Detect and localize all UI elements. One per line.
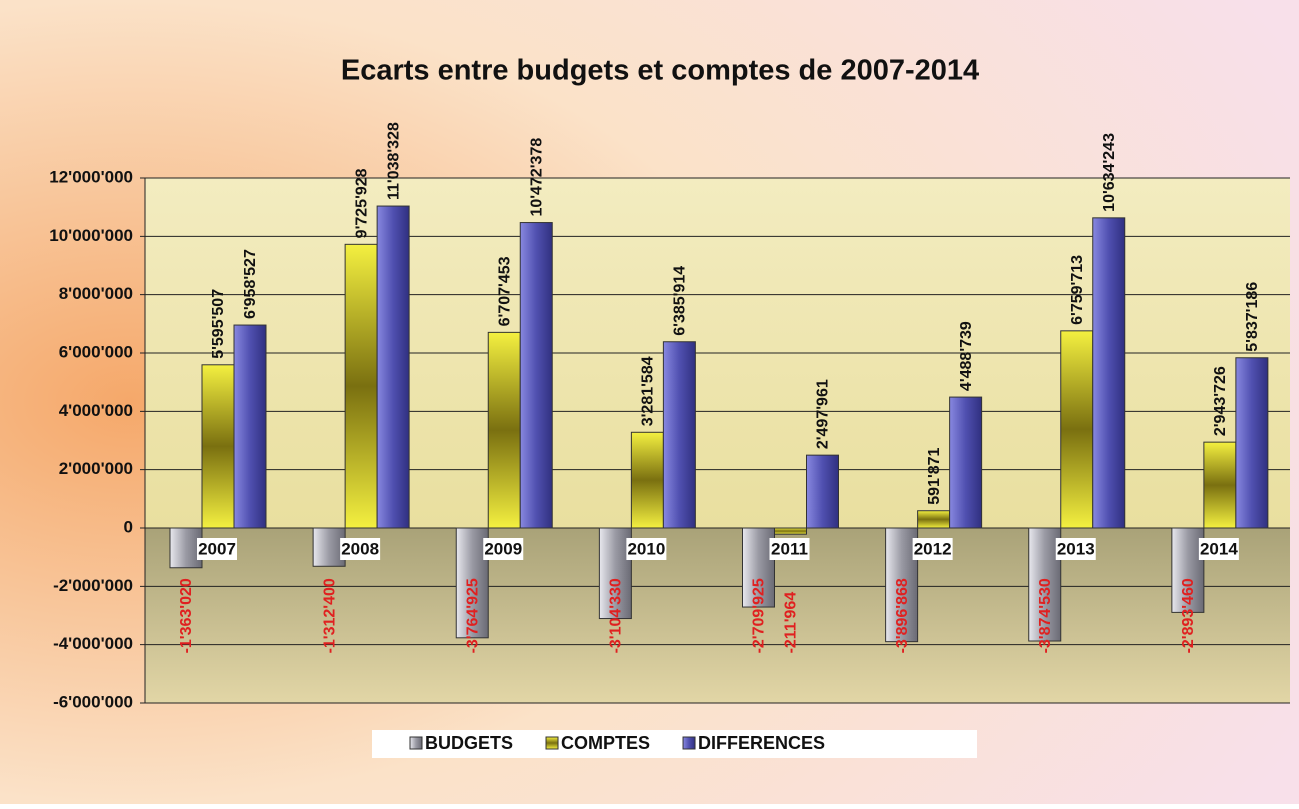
bar [344,243,378,529]
x-tick-box [1198,538,1239,560]
y-tick-label: -4'000'000 [53,634,133,653]
legend-swatch [409,736,423,750]
x-tick-box [1055,538,1096,560]
y-tick-label: 12'000'000 [49,167,133,186]
data-label: 10'634'243 [1101,133,1118,212]
bar [1171,527,1205,613]
x-tick-box [197,538,237,560]
data-label: 11'038'328 [385,122,402,200]
bar [917,510,951,529]
data-label: 6'385'914 [672,266,689,336]
y-tick-label: -2'000'000 [53,576,133,595]
data-label: 4'488'739 [958,321,975,391]
bar [742,527,775,608]
bar [1060,330,1094,529]
data-label: -3'104'330 [608,578,625,653]
data-label: 10'472'378 [528,138,545,217]
y-tick-label: 2'000'000 [59,459,133,478]
x-tick-box [340,538,381,560]
y-tick-label: 4'000'000 [59,401,133,420]
legend-label: BUDGETS [425,733,513,753]
y-tick-label: 10'000'000 [49,226,133,245]
bar [1028,527,1062,642]
bar [376,205,410,529]
x-tick-box [912,538,953,560]
data-label: 591'871 [926,447,943,504]
bar [949,396,983,529]
data-label: 6'958'527 [242,249,259,319]
bar [1203,441,1237,529]
data-label: -3'896'868 [894,578,911,653]
data-label: 2'943'726 [1212,366,1229,436]
data-label: 5'595'507 [210,289,227,359]
data-label: 3'281'584 [640,356,657,426]
data-label: 6'707'453 [496,256,513,326]
legend-box [372,730,977,758]
bar [233,324,267,529]
bar [806,454,839,529]
bar [885,527,919,643]
bar [1092,217,1126,529]
x-tick-label: 2010 [627,539,665,558]
x-tick-label: 2013 [1057,539,1095,558]
data-label: -1'312'400 [321,578,338,653]
legend-label: DIFFERENCES [698,733,825,753]
bar [169,527,203,569]
data-label: 5'837'186 [1244,282,1261,352]
x-tick-label: 2012 [914,539,952,558]
bar [774,527,807,535]
x-tick-label: 2008 [341,539,379,558]
data-label: -3'764'925 [464,578,481,653]
x-tick-box [769,538,810,560]
bar [630,431,664,529]
y-tick-label: 8'000'000 [59,284,133,303]
bar [519,222,553,529]
data-label: 2'497'961 [815,379,832,449]
data-label: -2'893'460 [1180,578,1197,653]
x-tick-label: 2011 [771,539,808,558]
y-tick-label: 6'000'000 [59,342,133,361]
bar [201,364,235,529]
data-label: 6'759'713 [1069,255,1086,325]
x-tick-box [483,538,524,560]
legend-label: COMPTES [561,733,650,753]
data-label: 9'725'928 [353,168,370,238]
bar [1235,357,1269,529]
chart-title: Ecarts entre budgets et comptes de 2007-… [341,55,979,87]
data-label: -211'964 [783,592,800,654]
bar [598,527,632,620]
data-label: -2'709'925 [751,578,768,653]
x-tick-label: 2009 [484,539,522,558]
bar [455,527,489,639]
data-label: -1'363'020 [178,578,195,653]
x-tick-label: 2007 [198,539,236,558]
bar [662,341,696,529]
legend-swatch [545,736,559,750]
y-tick-label: 0 [124,517,133,536]
bar [487,331,521,529]
y-tick-label: -6'000'000 [53,692,133,711]
x-tick-box [626,538,667,560]
x-tick-label: 2014 [1200,539,1238,558]
legend-swatch [682,736,696,750]
data-label: -3'874'530 [1037,578,1054,653]
